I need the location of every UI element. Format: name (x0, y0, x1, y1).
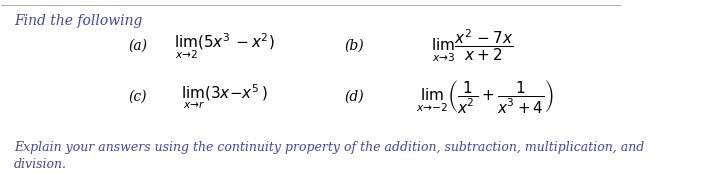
Text: (d): (d) (345, 89, 365, 103)
Text: Explain your answers using the continuity property of the addition, subtraction,: Explain your answers using the continuit… (14, 141, 644, 171)
Text: $\lim_{x\to -2}\left(\dfrac{1}{x^2} + \dfrac{1}{x^3+4}\right)$: $\lim_{x\to -2}\left(\dfrac{1}{x^2} + \d… (416, 78, 554, 115)
Text: $\lim_{x\to r}(3x - x^5)$: $\lim_{x\to r}(3x - x^5)$ (181, 82, 268, 111)
Text: (b): (b) (345, 39, 365, 53)
Text: $\lim_{x\to 3}\dfrac{x^2 - 7x}{x + 2}$: $\lim_{x\to 3}\dfrac{x^2 - 7x}{x + 2}$ (431, 27, 513, 64)
Text: (a): (a) (128, 39, 147, 53)
Text: (c): (c) (128, 89, 147, 103)
Text: Find the following: Find the following (14, 14, 142, 28)
Text: $\lim_{x\to 2}(5x^3 - x^2)$: $\lim_{x\to 2}(5x^3 - x^2)$ (174, 31, 275, 61)
